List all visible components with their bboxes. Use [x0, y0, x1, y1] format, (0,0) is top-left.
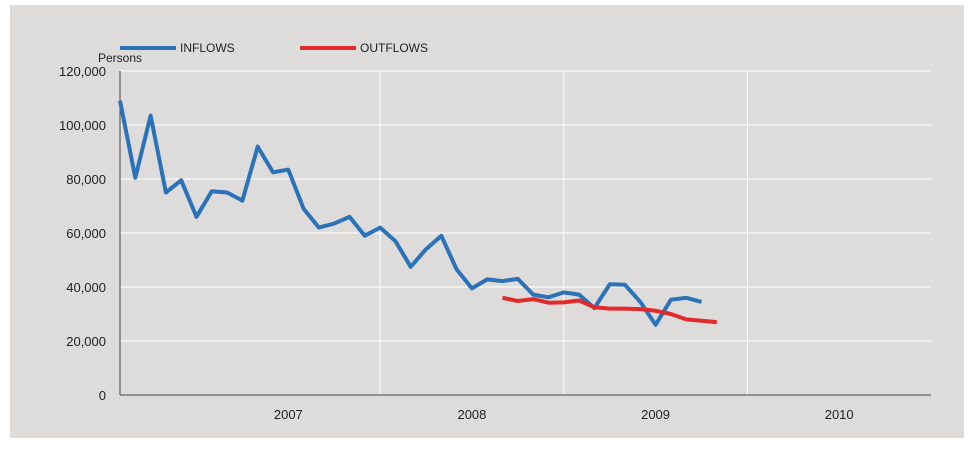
series-line-inflows [118, 100, 703, 327]
legend-label-inflows: INFLOWS [180, 41, 235, 55]
y-tick-label: 80,000 [66, 172, 106, 187]
y-tick-label: 20,000 [66, 334, 106, 349]
y-tick-label: 0 [99, 388, 106, 403]
x-tick-label: 2007 [274, 407, 303, 422]
y-tick-label: 60,000 [66, 226, 106, 241]
y-tick-label: 120,000 [59, 64, 106, 79]
series-line-outflows [502, 295, 717, 325]
x-tick-label: 2010 [825, 407, 854, 422]
legend-label-outflows: OUTFLOWS [360, 41, 428, 55]
chart-panel: 0 20,000 40,000 60,000 80,000 100,000 120,000 2… [10, 5, 964, 438]
y-tick-label: 100,000 [59, 118, 106, 133]
line-chart: 0 20,000 40,000 60,000 80,000 100,000 120,000 2… [59, 41, 931, 422]
y-axis-label: Persons [98, 51, 142, 65]
x-tick-label: 2009 [641, 407, 670, 422]
y-tick-label: 40,000 [66, 280, 106, 295]
x-tick-label: 2008 [457, 407, 486, 422]
